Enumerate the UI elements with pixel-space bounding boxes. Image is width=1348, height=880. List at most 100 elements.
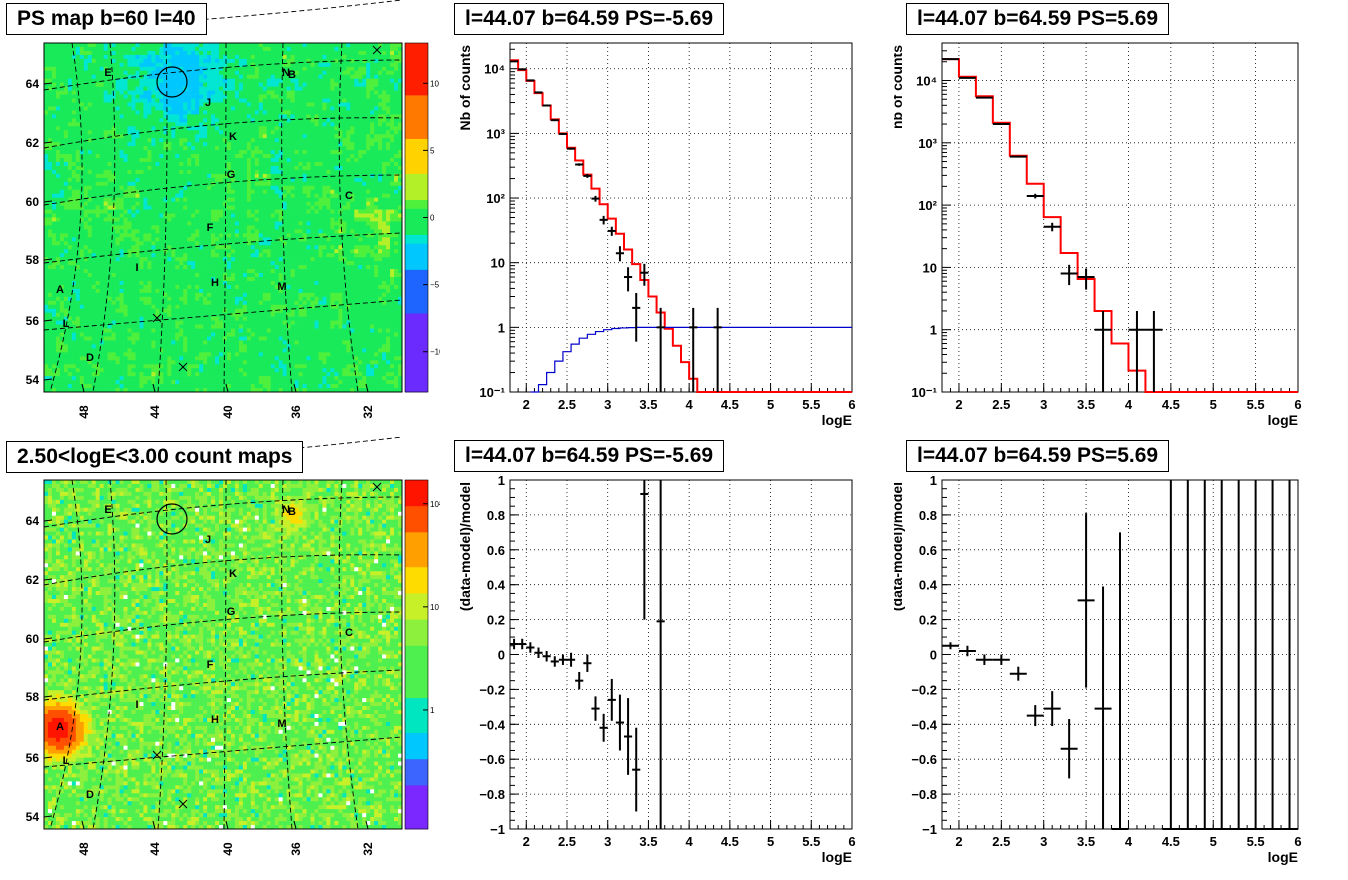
- map-pixel: [143, 265, 148, 270]
- map-pixel: [143, 344, 148, 349]
- map-pixel: [254, 90, 260, 95]
- map-pixel: [67, 292, 73, 298]
- map-pixel: [135, 126, 140, 131]
- map-pixel: [175, 288, 180, 294]
- map-pixel: [203, 324, 208, 329]
- map-pixel: [115, 273, 120, 278]
- map-pixel: [258, 102, 264, 107]
- map-pixel: [95, 154, 100, 159]
- map-pixel: [187, 50, 192, 56]
- map-pixel: [262, 380, 268, 385]
- map-pixel: [250, 221, 256, 226]
- map-pixel: [159, 284, 164, 290]
- map-pixel: [175, 189, 180, 195]
- map-pixel: [151, 169, 156, 175]
- map-pixel: [71, 269, 77, 274]
- map-pixel: [195, 138, 200, 143]
- map-pixel: [219, 138, 224, 143]
- map-pixel: [75, 50, 81, 56]
- map-pixel: [67, 273, 73, 278]
- map-pixel: [151, 237, 156, 242]
- map-pixel: [67, 201, 73, 206]
- map-pixel: [258, 193, 264, 198]
- map-pixel: [67, 336, 73, 341]
- map-pixel: [95, 241, 100, 246]
- map-pixel: [175, 292, 180, 298]
- map-pixel: [135, 46, 140, 52]
- map-pixel: [230, 372, 236, 377]
- map-pixel: [195, 348, 200, 353]
- map-pixel: [47, 102, 53, 107]
- map-pixel: [44, 320, 49, 325]
- map-pixel: [238, 43, 244, 48]
- map-pixel: [103, 122, 108, 127]
- map-pixel: [238, 261, 244, 266]
- map-pixel: [262, 308, 268, 313]
- map-pixel: [51, 241, 57, 246]
- map-pixel: [199, 273, 204, 278]
- map-pixel: [59, 288, 65, 294]
- map-pixel: [103, 360, 108, 365]
- map-pixel: [135, 150, 140, 155]
- map-pixel: [254, 328, 260, 333]
- map-pixel: [44, 376, 49, 381]
- map-pixel: [47, 126, 53, 131]
- map-pixel: [171, 169, 176, 175]
- map-pixel: [119, 356, 124, 361]
- map-pixel: [55, 158, 61, 163]
- map-pixel: [175, 66, 180, 72]
- map-pixel: [211, 106, 216, 111]
- map-pixel: [219, 269, 224, 274]
- map-pixel: [191, 245, 196, 250]
- map-pixel: [95, 229, 100, 234]
- map-pixel: [151, 249, 156, 254]
- map-pixel: [246, 384, 252, 389]
- map-pixel: [167, 225, 172, 230]
- map-pixel: [163, 312, 168, 317]
- map-pixel: [127, 43, 132, 48]
- map-pixel: [183, 82, 188, 87]
- map-pixel: [51, 237, 57, 242]
- map-pixel: [99, 376, 104, 381]
- map-pixel: [135, 205, 140, 210]
- map-pixel: [203, 352, 208, 357]
- map-pixel: [211, 348, 216, 353]
- map-pixel: [67, 106, 73, 111]
- map-pixel: [234, 312, 240, 317]
- map-pixel: [203, 245, 208, 250]
- map-pixel: [63, 324, 69, 329]
- map-pixel: [147, 54, 152, 60]
- map-pixel: [191, 169, 196, 175]
- map-pixel: [119, 288, 124, 294]
- map-pixel: [262, 118, 268, 123]
- map-pixel: [127, 324, 132, 329]
- map-pixel: [195, 300, 200, 306]
- map-pixel: [67, 82, 73, 87]
- map-pixel: [254, 249, 260, 254]
- map-pixel: [91, 150, 97, 155]
- map-pixel: [159, 356, 164, 361]
- map-pixel: [115, 304, 120, 310]
- map-pixel: [234, 288, 240, 294]
- map-pixel: [187, 189, 192, 195]
- map-pixel: [139, 332, 144, 337]
- map-pixel: [131, 292, 136, 298]
- map-pixel: [143, 62, 148, 68]
- map-pixel: [127, 360, 132, 365]
- map-pixel: [266, 257, 272, 262]
- map-pixel: [179, 324, 184, 329]
- map-pixel: [171, 288, 176, 294]
- map-pixel: [171, 312, 176, 317]
- map-pixel: [103, 376, 108, 381]
- map-pixel: [183, 173, 188, 179]
- map-pixel: [99, 209, 104, 214]
- map-pixel: [171, 90, 176, 95]
- map-pixel: [155, 300, 160, 306]
- map-pixel: [203, 98, 208, 103]
- map-pixel: [215, 46, 220, 52]
- map-pixel: [44, 54, 49, 60]
- map-pixel: [51, 284, 57, 290]
- map-pixel: [207, 150, 212, 155]
- map-pixel: [83, 70, 89, 76]
- map-pixel: [258, 43, 264, 48]
